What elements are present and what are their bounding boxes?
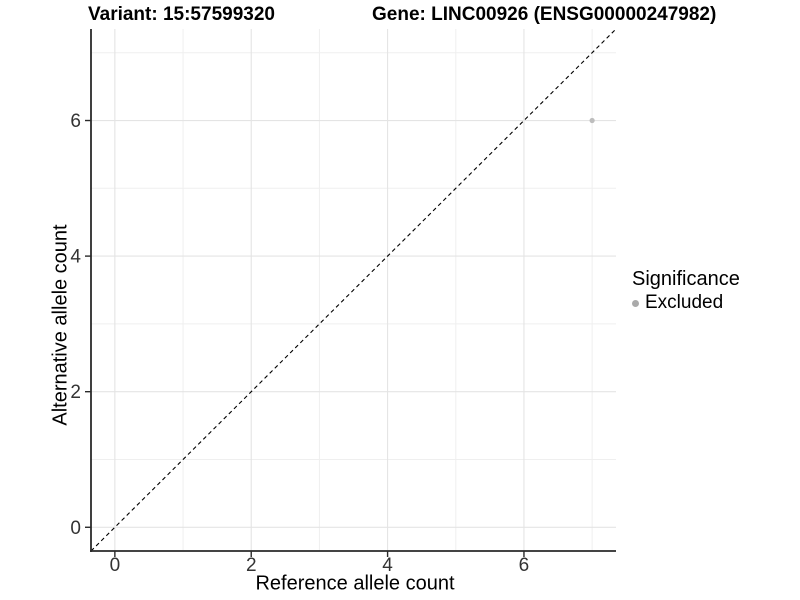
identity-dashed-line <box>90 28 617 552</box>
legend: Significance Excluded <box>632 267 740 314</box>
x-tick-label: 4 <box>382 555 393 576</box>
x-tick-label: 0 <box>110 555 121 576</box>
x-tick-label: 2 <box>246 555 257 576</box>
legend-point-icon <box>632 299 639 307</box>
y-tick-label: 6 <box>70 111 81 132</box>
legend-title: Significance <box>632 268 740 290</box>
legend-entry-excluded: Excluded <box>632 292 740 314</box>
variant-title: Variant: 15:57599320 <box>88 4 275 25</box>
y-axis-title: Alternative allele count <box>49 224 72 426</box>
y-tick-label: 0 <box>70 518 81 539</box>
data-point <box>589 117 595 124</box>
legend-entry-label: Excluded <box>645 292 724 313</box>
x-tick-label: 6 <box>519 555 530 576</box>
y-tick-label: 4 <box>70 247 81 268</box>
y-tick-label: 2 <box>70 382 81 403</box>
gene-title: Gene: LINC00926 (ENSG00000247982) <box>372 4 717 25</box>
x-axis-title: Reference allele count <box>255 572 455 595</box>
